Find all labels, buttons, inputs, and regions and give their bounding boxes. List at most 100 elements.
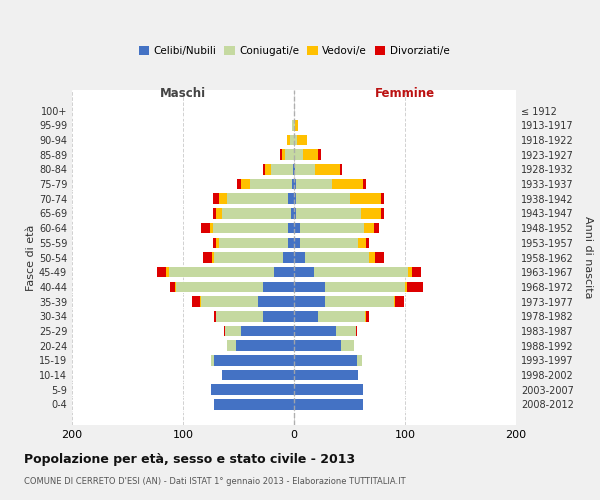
Bar — [214, 355, 294, 366]
Bar — [200, 296, 201, 307]
Bar — [213, 238, 217, 248]
Bar — [192, 296, 200, 307]
Bar — [358, 238, 366, 248]
Bar — [290, 134, 294, 145]
Legend: Celibi/Nubili, Coniugati/e, Vedovi/e, Divorziati/e: Celibi/Nubili, Coniugati/e, Vedovi/e, Di… — [134, 42, 454, 60]
Bar — [407, 282, 423, 292]
Bar — [340, 164, 342, 174]
Bar — [409, 267, 412, 278]
Bar — [227, 340, 236, 351]
Bar — [305, 252, 370, 263]
Bar — [274, 267, 294, 278]
Bar — [201, 296, 259, 307]
Bar — [294, 134, 298, 145]
Bar — [363, 178, 366, 190]
Bar — [299, 223, 364, 234]
Bar — [176, 282, 263, 292]
Bar — [175, 282, 176, 292]
Bar — [349, 194, 380, 204]
Bar — [364, 223, 374, 234]
Bar — [212, 252, 214, 263]
Bar — [357, 355, 362, 366]
Bar — [263, 164, 265, 174]
Bar — [296, 178, 332, 190]
Bar — [370, 252, 375, 263]
Bar — [332, 178, 363, 190]
Bar — [263, 282, 294, 292]
Bar — [250, 178, 292, 190]
Y-axis label: Fasce di età: Fasce di età — [26, 224, 36, 290]
Bar — [282, 150, 285, 160]
Bar — [218, 194, 227, 204]
Bar — [294, 120, 295, 130]
Bar — [294, 370, 358, 380]
Bar — [295, 120, 298, 130]
Bar — [213, 223, 289, 234]
Bar — [241, 178, 250, 190]
Bar — [213, 208, 217, 218]
Bar — [380, 194, 384, 204]
Bar — [289, 223, 294, 234]
Bar — [294, 326, 336, 336]
Bar — [216, 238, 218, 248]
Bar — [292, 178, 294, 190]
Bar — [319, 150, 320, 160]
Bar — [213, 194, 218, 204]
Bar — [294, 164, 295, 174]
Bar — [289, 194, 294, 204]
Bar — [216, 208, 222, 218]
Bar — [394, 296, 395, 307]
Bar — [166, 267, 169, 278]
Bar — [294, 399, 363, 410]
Bar — [325, 296, 394, 307]
Bar — [296, 194, 349, 204]
Bar — [325, 282, 405, 292]
Bar — [294, 384, 363, 395]
Bar — [238, 178, 241, 190]
Bar — [294, 355, 357, 366]
Bar — [341, 340, 354, 351]
Bar — [315, 164, 340, 174]
Bar — [294, 238, 299, 248]
Bar — [289, 238, 294, 248]
Bar — [209, 223, 213, 234]
Bar — [361, 208, 380, 218]
Text: COMUNE DI CERRETO D'ESI (AN) - Dati ISTAT 1° gennaio 2013 - Elaborazione TUTTITA: COMUNE DI CERRETO D'ESI (AN) - Dati ISTA… — [24, 478, 406, 486]
Bar — [169, 267, 274, 278]
Bar — [299, 238, 358, 248]
Bar — [224, 326, 225, 336]
Bar — [405, 282, 407, 292]
Bar — [225, 326, 241, 336]
Bar — [319, 311, 365, 322]
Bar — [263, 311, 294, 322]
Bar — [294, 296, 325, 307]
Bar — [271, 164, 293, 174]
Text: Popolazione per età, sesso e stato civile - 2013: Popolazione per età, sesso e stato civil… — [24, 452, 355, 466]
Bar — [170, 282, 175, 292]
Bar — [211, 355, 214, 366]
Text: Femmine: Femmine — [375, 87, 435, 100]
Bar — [294, 150, 303, 160]
Bar — [218, 238, 289, 248]
Bar — [395, 296, 404, 307]
Bar — [214, 399, 294, 410]
Bar — [356, 326, 357, 336]
Bar — [294, 208, 296, 218]
Bar — [211, 384, 294, 395]
Bar — [294, 223, 299, 234]
Bar — [366, 238, 370, 248]
Bar — [412, 267, 421, 278]
Bar — [265, 164, 271, 174]
Bar — [293, 164, 294, 174]
Bar — [374, 223, 379, 234]
Bar — [203, 252, 212, 263]
Bar — [157, 267, 166, 278]
Bar — [303, 150, 319, 160]
Bar — [290, 208, 294, 218]
Bar — [294, 311, 319, 322]
Bar — [298, 134, 307, 145]
Bar — [366, 311, 370, 322]
Bar — [214, 311, 217, 322]
Bar — [222, 370, 294, 380]
Y-axis label: Anni di nascita: Anni di nascita — [583, 216, 593, 298]
